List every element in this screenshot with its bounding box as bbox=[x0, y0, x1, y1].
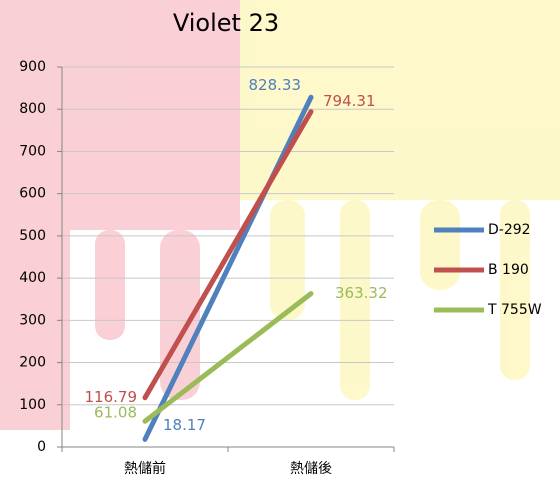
data-label: 363.32 bbox=[335, 284, 388, 302]
y-tick-label: 600 bbox=[19, 186, 46, 202]
chart-title: Violet 23 bbox=[173, 9, 279, 37]
y-tick-label: 800 bbox=[19, 101, 46, 117]
data-label: 828.33 bbox=[249, 76, 302, 94]
y-tick-label: 0 bbox=[37, 439, 46, 455]
legend-label: T 755W bbox=[487, 302, 542, 318]
chart: Violet 23 0 100 200 300 400 500 600 700 800 900 熱儲… bbox=[0, 0, 560, 488]
data-label: 18.17 bbox=[163, 416, 206, 434]
legend-label: D-292 bbox=[488, 222, 531, 238]
data-label: 61.08 bbox=[94, 404, 137, 422]
background-decoration bbox=[0, 0, 560, 430]
x-tick-label: 熱儲前 bbox=[124, 460, 166, 477]
y-tick-label: 400 bbox=[19, 270, 46, 286]
x-tick-label: 熱儲後 bbox=[290, 461, 332, 477]
y-tick-label: 700 bbox=[19, 143, 46, 159]
y-tick-label: 200 bbox=[19, 355, 46, 371]
y-tick-label: 300 bbox=[19, 312, 46, 328]
y-tick-label: 500 bbox=[19, 228, 46, 244]
y-tick-label: 100 bbox=[19, 397, 46, 413]
data-label: 794.31 bbox=[323, 92, 376, 110]
y-tick-label: 900 bbox=[19, 59, 46, 75]
legend-label: B 190 bbox=[488, 262, 529, 278]
